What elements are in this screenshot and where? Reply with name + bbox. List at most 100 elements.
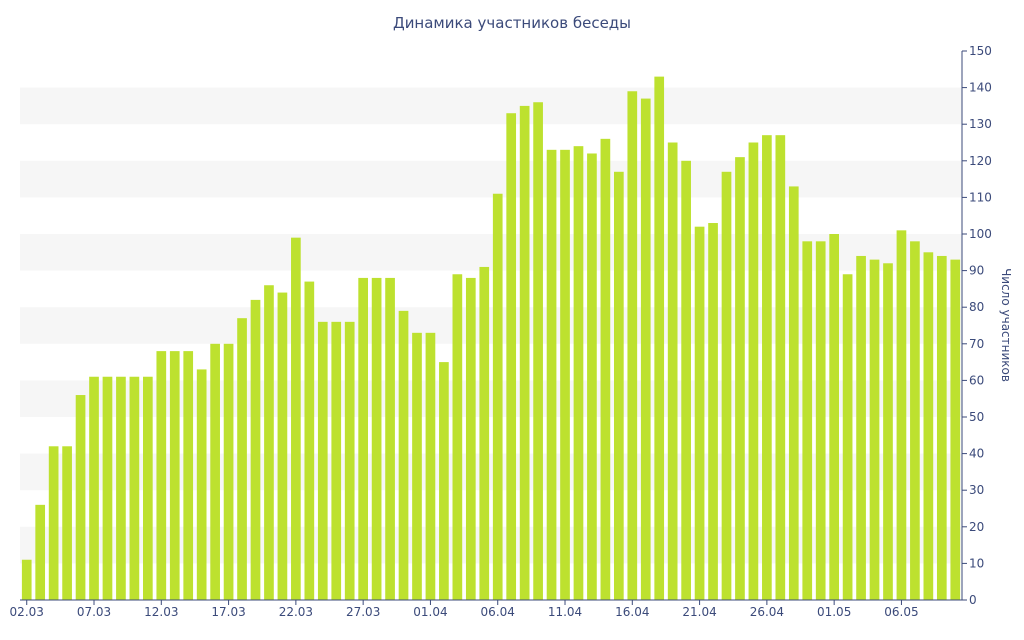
- bar: [856, 255, 866, 600]
- bar: [277, 292, 288, 600]
- x-tick-label: 12.03: [144, 605, 178, 619]
- bar: [344, 321, 355, 600]
- y-tick-label: 60: [969, 373, 984, 387]
- bar: [546, 149, 557, 600]
- y-tick-label: 120: [969, 154, 992, 168]
- bar: [331, 321, 342, 600]
- bar: [519, 105, 530, 601]
- bar: [358, 277, 369, 600]
- bar: [250, 299, 261, 600]
- bar: [681, 160, 691, 601]
- bar: [385, 277, 395, 600]
- bar: [210, 343, 220, 600]
- bar: [842, 274, 853, 600]
- bar: [116, 376, 126, 600]
- bar: [48, 446, 59, 600]
- bar: [183, 351, 194, 600]
- y-tick-label: 20: [969, 520, 984, 534]
- x-tick-label: 01.05: [817, 605, 851, 619]
- y-tick-label: 50: [969, 410, 984, 424]
- bar: [775, 135, 786, 600]
- bar: [533, 102, 543, 601]
- bar: [721, 171, 732, 600]
- y-tick-label: 110: [969, 190, 992, 204]
- bar: [196, 369, 207, 600]
- bar: [613, 171, 624, 600]
- bar: [465, 277, 476, 600]
- bar: [802, 241, 813, 600]
- y-tick-label: 40: [969, 447, 984, 461]
- x-tick-label: 11.04: [548, 605, 582, 619]
- bar: [735, 157, 745, 600]
- y-tick-label: 130: [969, 117, 992, 131]
- bar: [506, 113, 517, 600]
- bar: [21, 559, 32, 600]
- bar: [398, 310, 409, 600]
- y-tick-label: 100: [969, 227, 992, 241]
- x-tick-label: 07.03: [77, 605, 111, 619]
- bar: [936, 255, 947, 600]
- x-tick-label: 06.04: [481, 605, 515, 619]
- bar: [560, 149, 570, 600]
- x-tick-label: 26.04: [750, 605, 784, 619]
- bar: [371, 277, 382, 600]
- bar: [762, 135, 772, 600]
- bar: [439, 362, 449, 600]
- x-tick-label: 22.03: [279, 605, 313, 619]
- bar: [129, 376, 140, 600]
- bar: [748, 142, 759, 600]
- bar: [452, 274, 463, 600]
- bar: [304, 281, 315, 600]
- bar: [425, 332, 436, 600]
- y-tick-label: 90: [969, 264, 984, 278]
- bar: [600, 138, 611, 600]
- y-tick-label: 150: [969, 44, 992, 58]
- bar: [492, 193, 503, 601]
- bar: [883, 263, 893, 600]
- bar: [694, 226, 705, 600]
- x-tick-label: 17.03: [211, 605, 245, 619]
- y-tick-label: 0: [969, 593, 977, 607]
- y-tick-label: 140: [969, 81, 992, 95]
- y-tick-label: 70: [969, 337, 984, 351]
- bar: [264, 285, 274, 600]
- bar: [627, 91, 638, 600]
- bar-series: [21, 76, 961, 601]
- x-tick-label: 27.03: [346, 605, 380, 619]
- bar: [62, 446, 72, 600]
- bar: [708, 223, 718, 600]
- x-tick-label: 01.04: [413, 605, 447, 619]
- bar: [479, 266, 490, 600]
- grid-band: [20, 160, 962, 198]
- y-tick-label: 10: [969, 556, 984, 570]
- bar: [291, 237, 301, 600]
- bar: [156, 351, 167, 600]
- x-tick-label: 16.04: [615, 605, 649, 619]
- x-tick-label: 21.04: [682, 605, 716, 619]
- bar: [815, 241, 826, 600]
- bar: [788, 186, 799, 601]
- bar: [640, 98, 651, 600]
- bar: [89, 376, 99, 600]
- grid-band: [20, 87, 962, 125]
- bar: [317, 321, 328, 600]
- bar: [869, 259, 880, 600]
- bar: [829, 234, 840, 600]
- x-axis: 02.03 07.03 12.03 17.03 22.03 27.03 01.04 06.04…: [10, 599, 962, 619]
- y-tick-label: 80: [969, 300, 984, 314]
- bar: [667, 142, 678, 600]
- bar: [142, 376, 153, 600]
- bar: [896, 230, 907, 600]
- x-tick-label: 06.05: [884, 605, 918, 619]
- bar: [237, 318, 247, 600]
- bar: [75, 395, 86, 600]
- bar: [35, 504, 46, 600]
- bar: [573, 146, 584, 600]
- x-tick-label: 02.03: [10, 605, 44, 619]
- bar: [923, 252, 934, 601]
- bar: [654, 76, 665, 601]
- bar: [102, 376, 113, 600]
- bar: [169, 351, 180, 600]
- y-tick-label: 30: [969, 483, 984, 497]
